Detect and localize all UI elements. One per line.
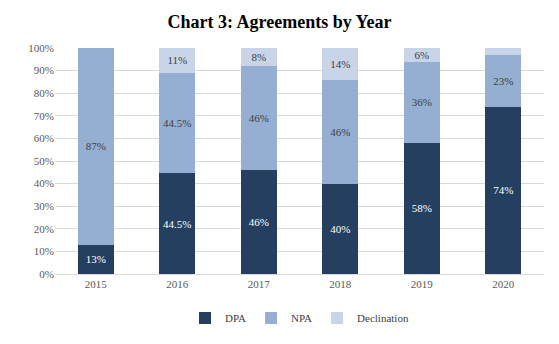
svg-text:87%: 87% [86, 140, 106, 152]
svg-text:90%: 90% [34, 64, 54, 76]
svg-text:40%: 40% [34, 177, 54, 189]
svg-text:46%: 46% [249, 216, 269, 228]
svg-text:6%: 6% [414, 49, 429, 61]
svg-text:60%: 60% [34, 132, 54, 144]
svg-text:20%: 20% [34, 223, 54, 235]
svg-text:0%: 0% [39, 268, 54, 280]
svg-text:2017: 2017 [248, 278, 271, 290]
svg-text:2019: 2019 [411, 278, 434, 290]
svg-text:2020: 2020 [492, 278, 515, 290]
svg-text:NPA: NPA [291, 312, 312, 324]
svg-text:23%: 23% [493, 75, 513, 87]
svg-text:14%: 14% [330, 58, 350, 70]
svg-text:74%: 74% [493, 184, 513, 196]
svg-text:30%: 30% [34, 200, 54, 212]
svg-text:46%: 46% [330, 126, 350, 138]
svg-text:2015: 2015 [85, 278, 108, 290]
svg-text:2016: 2016 [166, 278, 189, 290]
svg-text:Declination: Declination [357, 312, 409, 324]
svg-text:50%: 50% [34, 155, 54, 167]
svg-text:11%: 11% [167, 54, 187, 66]
svg-text:13%: 13% [86, 253, 106, 265]
svg-text:58%: 58% [412, 202, 432, 214]
svg-text:100%: 100% [28, 42, 54, 54]
svg-text:36%: 36% [412, 96, 432, 108]
svg-text:70%: 70% [34, 110, 54, 122]
svg-text:44.5%: 44.5% [163, 117, 191, 129]
svg-text:2018: 2018 [329, 278, 352, 290]
svg-text:80%: 80% [34, 87, 54, 99]
svg-text:10%: 10% [34, 245, 54, 257]
svg-text:Chart 3: Agreements by Year: Chart 3: Agreements by Year [168, 12, 392, 32]
svg-text:44.5%: 44.5% [163, 218, 191, 230]
svg-text:DPA: DPA [225, 312, 246, 324]
svg-text:40%: 40% [330, 223, 350, 235]
svg-text:8%: 8% [251, 51, 266, 63]
svg-text:46%: 46% [249, 112, 269, 124]
